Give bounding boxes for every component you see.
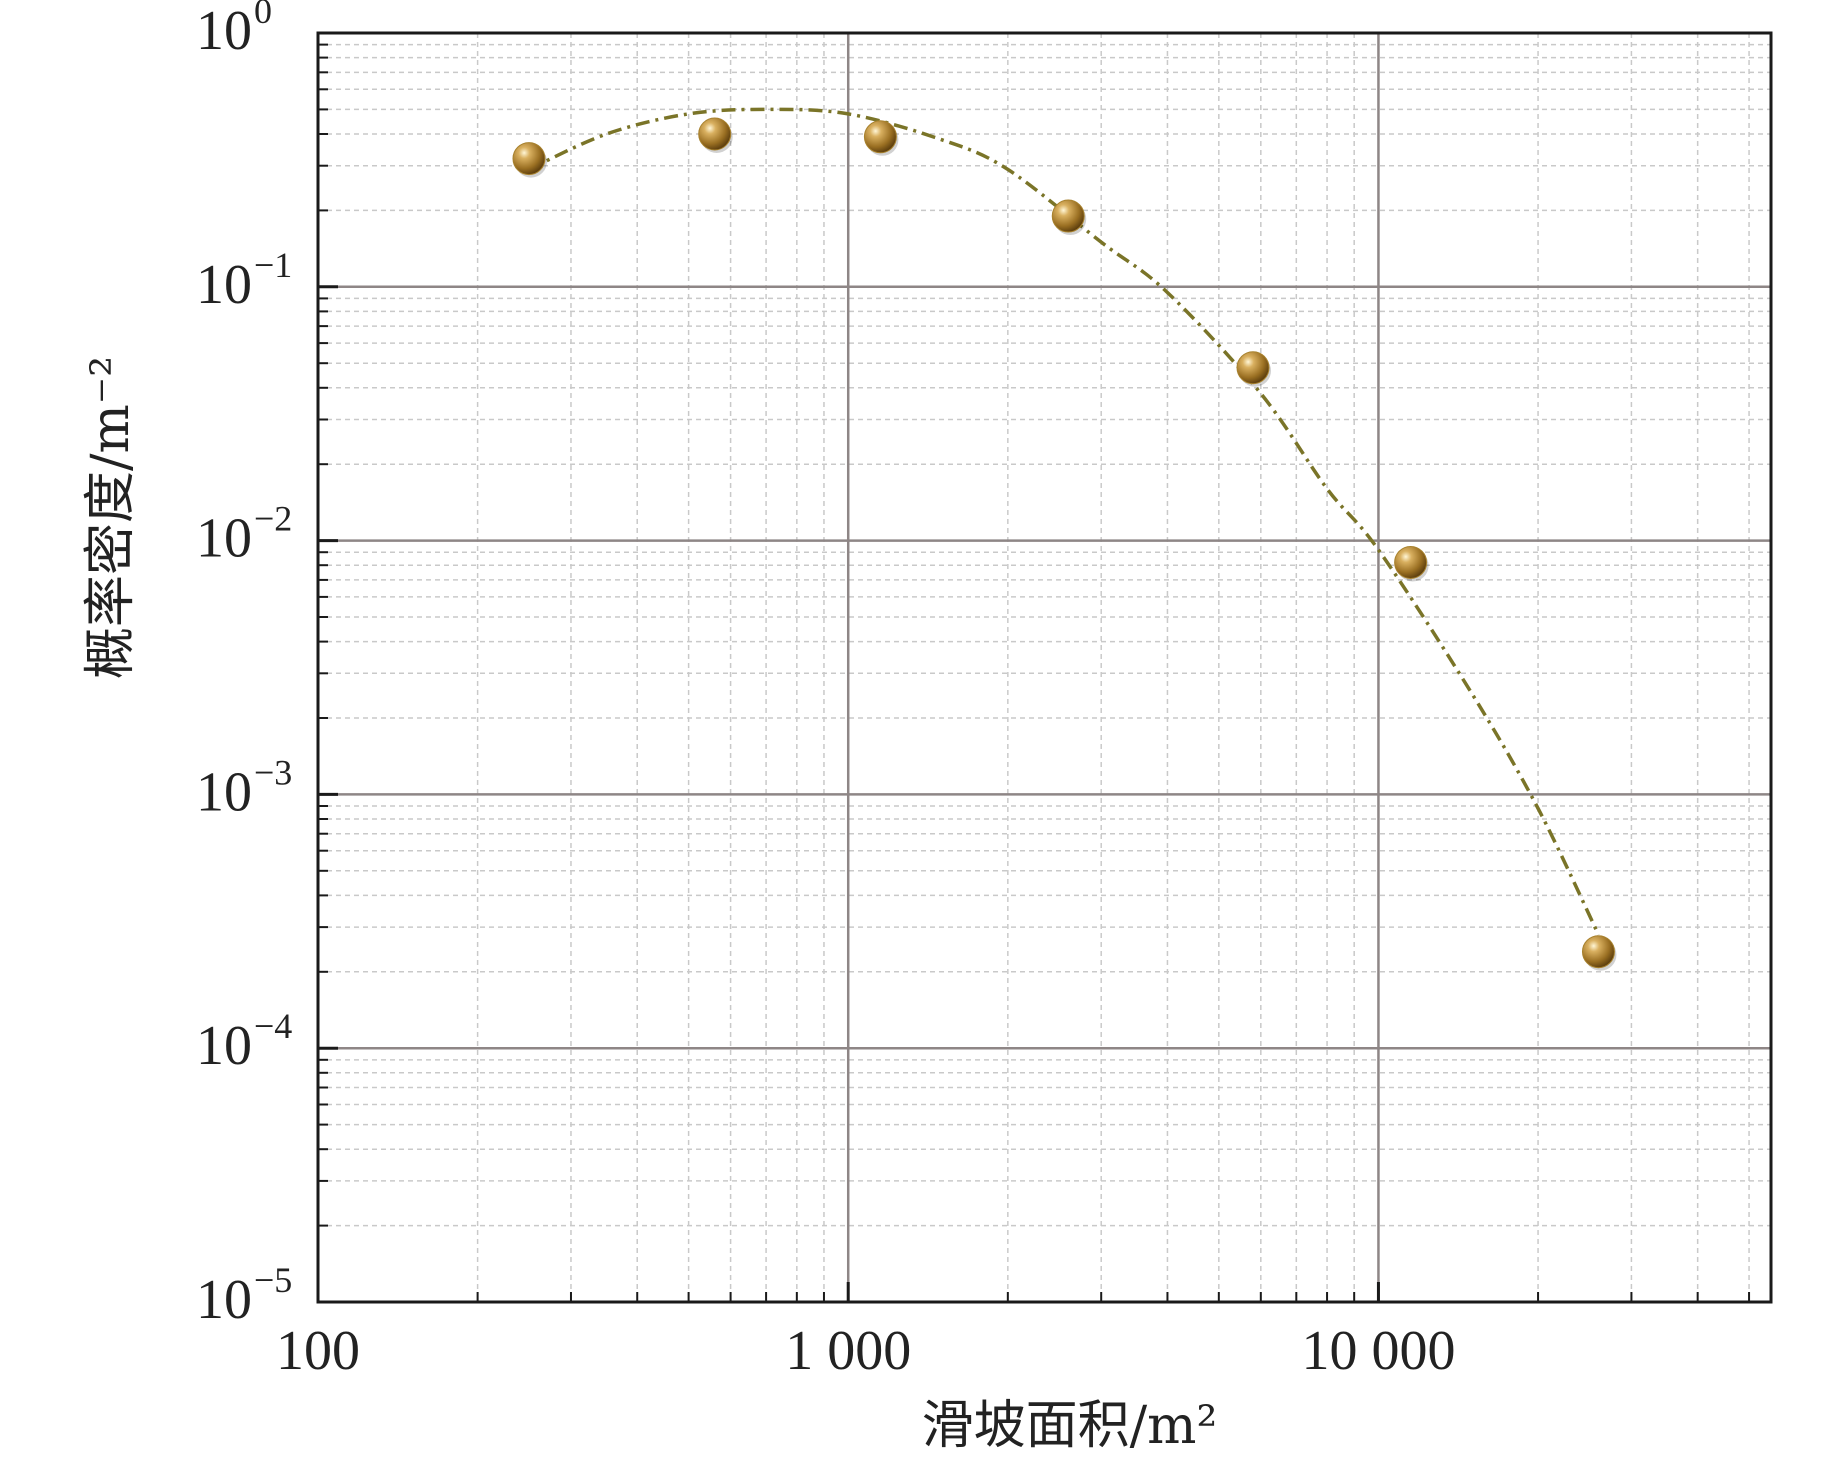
y-tick-label: 10 −2 xyxy=(196,499,292,570)
y-tick-exponent: −3 xyxy=(254,752,292,792)
y-tick-exponent: −4 xyxy=(254,1006,292,1046)
y-tick-label: 10 −3 xyxy=(196,752,292,823)
y-tick-exponent: −5 xyxy=(254,1260,292,1300)
y-tick-base: 10 xyxy=(196,761,252,823)
x-tick-label: 100 xyxy=(276,1320,360,1382)
y-tick-base: 10 xyxy=(196,508,252,570)
y-tick-base: 10 xyxy=(196,254,252,316)
data-point xyxy=(698,117,732,151)
x-tick-label: 10 000 xyxy=(1301,1320,1455,1382)
y-tick-label: 10 0 xyxy=(196,0,272,62)
y-tick-base: 10 xyxy=(196,1015,252,1077)
y-tick-exponent: 0 xyxy=(254,0,272,31)
y-axis-label: 概率密度/m⁻² xyxy=(81,356,141,679)
y-tick-label: 10 −5 xyxy=(196,1260,292,1331)
data-point xyxy=(512,142,546,176)
data-points xyxy=(512,117,1617,971)
plot-frame xyxy=(316,31,1773,1304)
axis-ticks xyxy=(316,31,1751,1304)
fit-curve xyxy=(528,107,1601,936)
major-grid xyxy=(318,33,1771,1302)
x-axis-label: 滑坡面积/m² xyxy=(922,1396,1218,1456)
x-tick-labels: 100 1 000 10 000 xyxy=(276,1320,1455,1382)
data-point xyxy=(1581,935,1615,969)
minor-grid xyxy=(318,33,1771,1302)
y-tick-base: 10 xyxy=(196,0,252,62)
y-tick-base: 10 xyxy=(196,1269,252,1331)
data-point xyxy=(1394,545,1428,579)
y-tick-label: 10 −4 xyxy=(196,1006,292,1077)
data-point xyxy=(1051,199,1085,233)
y-tick-label: 10 −1 xyxy=(196,245,292,316)
y-tick-exponent: −2 xyxy=(254,499,292,539)
data-point xyxy=(1236,351,1270,385)
data-point xyxy=(863,120,897,154)
x-tick-label: 1 000 xyxy=(785,1320,911,1382)
y-tick-exponent: −1 xyxy=(254,245,292,285)
